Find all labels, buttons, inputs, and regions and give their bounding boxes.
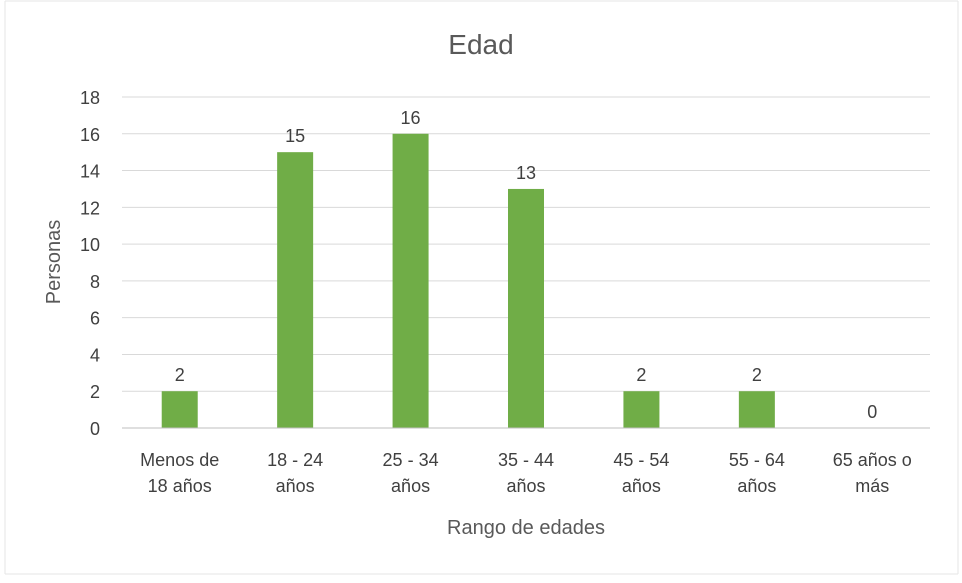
x-tick-label: años (276, 476, 315, 496)
y-tick-label: 16 (80, 125, 100, 145)
y-tick-label: 0 (90, 419, 100, 439)
x-tick-label: 55 - 64 (729, 450, 785, 470)
bar (277, 152, 314, 428)
y-axis-title: Personas (43, 220, 65, 305)
y-tick-label: 6 (90, 309, 100, 329)
y-axis-ticks: 0 2 4 6 8 10 12 14 16 18 (80, 88, 100, 439)
x-tick-label: 45 - 54 (613, 450, 669, 470)
bar (623, 391, 660, 428)
x-tick-label: años (737, 476, 776, 496)
data-label: 2 (636, 365, 646, 385)
x-tick-label: años (391, 476, 430, 496)
x-tick-label: años (506, 476, 545, 496)
x-axis-title: Rango de edades (447, 517, 605, 539)
x-tick-label: Menos de (140, 450, 219, 470)
x-tick-label: años (622, 476, 661, 496)
data-label: 2 (752, 365, 762, 385)
data-label: 0 (867, 402, 877, 422)
y-tick-label: 12 (80, 198, 100, 218)
data-label: 15 (285, 126, 305, 146)
y-tick-label: 10 (80, 235, 100, 255)
y-tick-label: 2 (90, 382, 100, 402)
x-tick-label: 18 - 24 (267, 450, 323, 470)
y-tick-label: 14 (80, 162, 100, 182)
data-labels: 2 15 16 13 2 2 0 (175, 108, 878, 422)
y-tick-label: 4 (90, 345, 100, 365)
chart-title: Edad (448, 29, 513, 60)
bar (508, 188, 544, 428)
bars (161, 133, 775, 428)
bar (392, 133, 429, 428)
y-tick-label: 8 (90, 272, 100, 292)
bar (738, 391, 775, 428)
x-tick-label: más (855, 476, 889, 496)
x-tick-label: 35 - 44 (498, 450, 554, 470)
data-label: 16 (401, 108, 421, 128)
x-tick-label: 25 - 34 (383, 450, 439, 470)
y-tick-label: 18 (80, 88, 100, 108)
data-label: 13 (516, 163, 536, 183)
x-tick-label: 18 años (148, 476, 212, 496)
x-axis-ticks: Menos de 18 años 18 - 24 años 25 - 34 años 35 … (140, 450, 912, 496)
x-tick-label: 65 años o (833, 450, 912, 470)
data-label: 2 (175, 365, 185, 385)
bar (161, 391, 198, 428)
